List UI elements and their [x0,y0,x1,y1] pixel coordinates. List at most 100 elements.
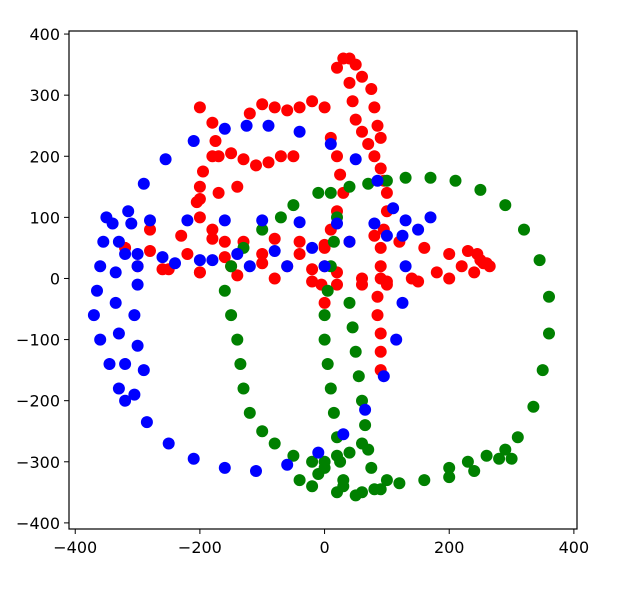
data-point [412,223,425,236]
data-point [312,186,325,199]
data-point [94,260,107,273]
data-point [543,327,555,340]
data-point [443,461,456,474]
data-point [356,278,368,291]
data-point [218,122,231,135]
data-point [334,455,347,468]
data-point [225,260,238,273]
data-point [131,339,144,352]
data-point [461,245,474,257]
data-point [162,437,175,450]
data-point [122,205,135,218]
y-tick-label: −100 [16,331,60,350]
data-point [234,358,247,370]
data-point [240,119,253,132]
y-tick-label: −400 [16,514,60,533]
data-point [256,425,269,438]
data-point [109,266,122,279]
data-point [91,284,103,297]
data-point [327,235,340,248]
data-point [359,419,372,432]
data-point [225,309,238,322]
y-tick-label: 400 [29,25,60,44]
data-point [112,382,125,395]
data-point [187,135,200,147]
data-point [359,403,372,416]
data-point [250,159,262,172]
data-point [318,309,331,322]
data-point [318,101,331,114]
data-point [119,358,132,370]
x-tick-label: 400 [559,538,590,557]
data-point [306,455,319,468]
data-point [197,165,209,178]
data-point [181,248,194,260]
data-point [499,199,512,212]
data-point [181,214,194,227]
data-point [250,465,262,477]
data-point [455,260,468,273]
data-point [293,235,306,248]
data-point [109,296,122,309]
data-point [137,364,150,377]
data-point [346,95,359,108]
data-point [368,101,381,114]
data-point [218,214,231,227]
data-point [125,217,138,230]
data-point [321,284,334,297]
data-point [511,431,524,444]
data-point [461,455,474,468]
data-point [374,131,387,144]
data-point [119,394,132,407]
data-point [349,153,362,166]
data-point [287,199,300,212]
data-point [225,147,238,160]
data-point [274,211,287,224]
data-point [268,245,281,257]
data-point [337,480,350,493]
series-1 [218,171,555,502]
data-point [543,290,555,303]
data-point [287,150,300,163]
data-point [237,382,250,395]
data-point [371,290,384,303]
data-point [390,333,403,346]
data-point [293,248,306,260]
points-layer [87,52,555,502]
data-point [256,223,269,236]
data-point [87,309,100,322]
data-point [256,98,269,111]
data-point [144,223,156,236]
data-point [94,333,107,346]
data-point [306,241,319,254]
data-point [399,260,412,273]
x-tick-label: 200 [434,538,465,557]
data-point [480,449,493,462]
data-point [321,358,334,370]
data-point [293,125,306,138]
data-point [443,248,456,260]
data-point [362,177,375,190]
data-point [97,235,110,248]
data-point [218,284,231,297]
data-point [380,229,393,242]
data-point [480,257,493,270]
data-point [331,61,343,74]
data-point [349,345,362,358]
data-point [374,272,387,285]
data-point [505,452,518,465]
data-point [243,406,256,419]
data-point [393,477,406,490]
data-point [103,358,116,370]
data-point [112,235,125,248]
data-point [209,135,222,147]
axes-frame [68,30,578,530]
data-point [365,461,378,474]
data-point [306,275,319,288]
data-point [193,266,206,279]
data-point [268,232,281,245]
data-point [106,217,119,230]
data-point [293,474,306,487]
